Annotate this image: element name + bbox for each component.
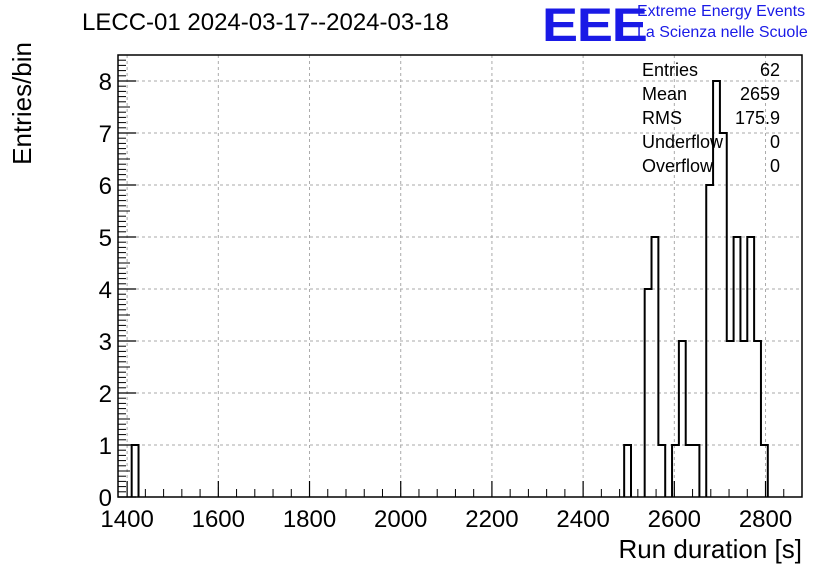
histogram-bin	[672, 445, 679, 497]
x-tick-label: 2200	[465, 506, 518, 533]
axis-tick-labels: 0 1 2 3 4 5 6 7 8 1400 1600 1800 2000 2200 2400 2600 280…	[99, 69, 793, 533]
x-tick-label: 2800	[739, 506, 792, 533]
stat-value: 2659	[739, 84, 780, 104]
stat-value: 0	[769, 132, 780, 152]
y-tick-label: 2	[99, 381, 112, 408]
y-tick-label: 0	[99, 485, 112, 512]
y-tick-label: 8	[99, 69, 112, 96]
y-tick-label: 1	[99, 433, 112, 460]
histogram-bin	[658, 445, 665, 497]
axis-ticks	[118, 54, 785, 498]
stat-row-overflow: Overflow 0	[642, 154, 780, 178]
histogram-bin	[727, 341, 734, 497]
stat-label: Mean	[642, 84, 688, 104]
histogram-bin	[740, 341, 747, 497]
histogram-bin	[679, 341, 686, 497]
stat-row-entries: Entries 62	[642, 58, 780, 82]
histogram-bin	[706, 185, 713, 497]
stat-row-rms: RMS 175.9	[642, 106, 780, 130]
x-tick-label: 1600	[192, 506, 245, 533]
x-tick-label: 2000	[374, 506, 427, 533]
y-tick-label: 7	[99, 121, 112, 148]
y-tick-label: 5	[99, 225, 112, 252]
y-axis-label: Entries/bin	[7, 42, 37, 165]
stat-label: RMS	[642, 108, 682, 128]
x-tick-label: 1400	[100, 506, 153, 533]
stats-box: Entries 62 Mean 2659 RMS 175.9 Underflow…	[642, 58, 780, 178]
histogram-bin	[754, 341, 761, 497]
histogram-bin	[132, 445, 139, 497]
logo-line-2: La Scienza nelle Scuole	[637, 24, 808, 41]
stat-row-underflow: Underflow 0	[642, 130, 780, 154]
plot-frame	[117, 54, 803, 498]
y-tick-label: 6	[99, 173, 112, 200]
histogram-bin	[645, 289, 652, 497]
stat-value: 62	[759, 60, 780, 80]
stat-label: Underflow	[642, 132, 724, 152]
histogram-bin	[761, 445, 768, 497]
stat-label: Entries	[642, 60, 699, 80]
y-tick-label: 4	[99, 277, 112, 304]
stat-value: 175.9	[734, 108, 780, 128]
stat-label: Overflow	[642, 156, 714, 176]
x-tick-label: 2600	[648, 506, 701, 533]
eee-logo: EEE	[542, 0, 648, 51]
histogram-bin	[652, 237, 659, 497]
histogram-bin	[734, 237, 741, 497]
x-axis-label: Run duration [s]	[618, 534, 802, 564]
stat-value: 0	[769, 156, 780, 176]
chart-title: LECC-01 2024-03-17--2024-03-18	[82, 9, 449, 36]
grid-lines	[118, 55, 802, 497]
x-tick-label: 2400	[556, 506, 609, 533]
histogram-bin	[693, 445, 700, 497]
histogram-bin	[720, 133, 727, 497]
x-tick-label: 1800	[283, 506, 336, 533]
stat-row-mean: Mean 2659	[642, 82, 780, 106]
histogram-bin	[686, 445, 693, 497]
histogram-bin	[624, 445, 631, 497]
y-tick-label: 3	[99, 329, 112, 356]
logo-line-1: Extreme Energy Events	[637, 3, 806, 20]
histogram-bin	[747, 237, 754, 497]
